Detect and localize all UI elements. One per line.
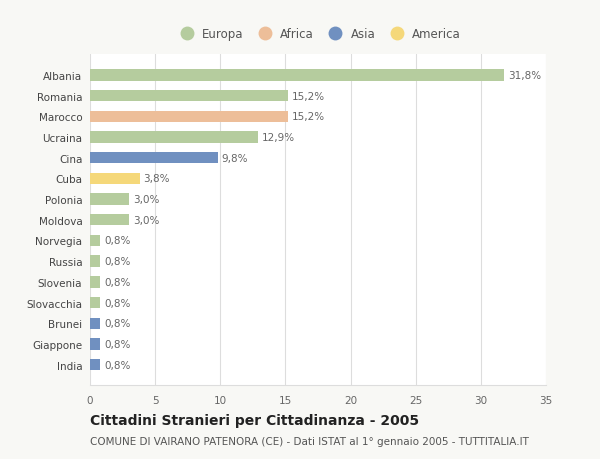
Bar (90, 70, 505, 81)
Bar (90, 235, 100, 246)
Bar (90, 318, 100, 329)
Bar (90, 132, 258, 143)
Text: 9,8%: 9,8% (221, 153, 248, 163)
Text: 0,8%: 0,8% (104, 277, 131, 287)
Text: 0,8%: 0,8% (104, 319, 131, 329)
Bar (90, 359, 100, 370)
Text: 0,8%: 0,8% (104, 298, 131, 308)
Text: 3,8%: 3,8% (143, 174, 170, 184)
Legend: Europa, Africa, Asia, America: Europa, Africa, Asia, America (175, 28, 461, 41)
Bar (90, 174, 140, 185)
Text: 3,0%: 3,0% (133, 215, 160, 225)
Bar (90, 194, 129, 205)
Text: 0,8%: 0,8% (104, 339, 131, 349)
Bar (90, 297, 100, 308)
Bar (90, 256, 100, 267)
Text: 3,0%: 3,0% (133, 195, 160, 205)
Text: COMUNE DI VAIRANO PATENORA (CE) - Dati ISTAT al 1° gennaio 2005 - TUTTITALIA.IT: COMUNE DI VAIRANO PATENORA (CE) - Dati I… (90, 436, 529, 446)
Text: 0,8%: 0,8% (104, 360, 131, 370)
Text: 0,8%: 0,8% (104, 257, 131, 267)
Bar (90, 215, 129, 226)
Text: 0,8%: 0,8% (104, 236, 131, 246)
Text: Cittadini Stranieri per Cittadinanza - 2005: Cittadini Stranieri per Cittadinanza - 2… (90, 413, 419, 427)
Text: 12,9%: 12,9% (262, 133, 295, 143)
Bar (90, 153, 218, 164)
Bar (90, 112, 288, 123)
Text: 15,2%: 15,2% (292, 112, 325, 122)
Text: 15,2%: 15,2% (292, 91, 325, 101)
Text: 31,8%: 31,8% (508, 71, 541, 81)
Bar (90, 339, 100, 350)
Bar (90, 91, 288, 102)
Bar (90, 277, 100, 288)
